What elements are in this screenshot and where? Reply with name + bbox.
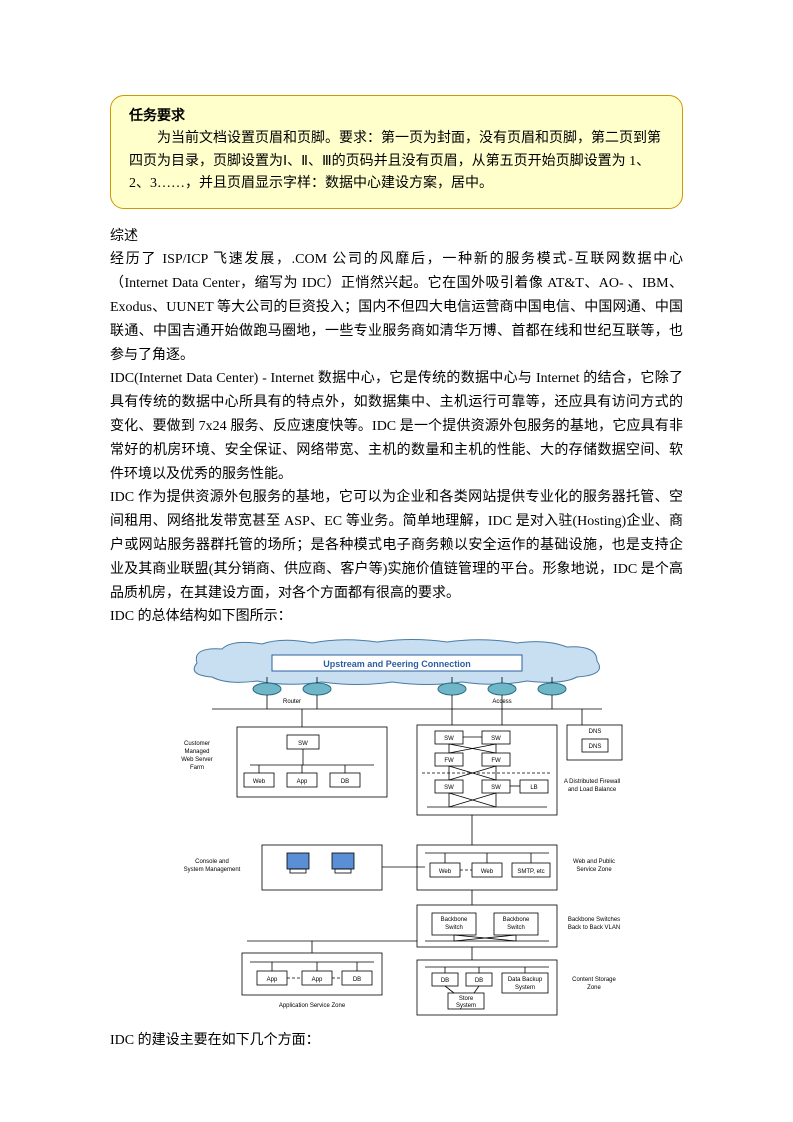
svg-text:System: System [455,1003,475,1009]
dns-block: DNS DNS [567,725,622,760]
storage-label: Content Storage [572,977,616,983]
svg-text:DNS: DNS [588,729,601,735]
svg-text:Data Backup: Data Backup [507,977,542,983]
svg-text:Backbone: Backbone [502,917,529,923]
task-callout: 任务要求 为当前文档设置页眉和页脚。要求：第一页为封面，没有页眉和页脚，第二页到… [110,95,683,209]
customer-farm-block: SW Web App DB Customer Managed Web Serve… [181,727,387,797]
svg-text:System: System [514,985,534,991]
bb-label: Backbone Switches [567,917,619,923]
paragraph-5: IDC 的建设主要在如下几个方面： [110,1029,683,1053]
svg-text:DNS: DNS [588,744,601,750]
svg-text:DB: DB [352,977,360,983]
storage-label2: Zone [587,985,601,991]
callout-title: 任务要求 [129,106,664,128]
bb-label2: Back to Back VLAN [567,925,619,931]
svg-text:App: App [266,977,277,983]
paragraph-4: IDC 的总体结构如下图所示： [110,605,683,629]
svg-text:Router: Router [282,699,300,705]
storage-block: DB DB Data BackupSystem StoreSystem [417,960,557,1015]
web-zone-block: Web Web SMTP, etc [417,815,557,905]
svg-text:LB: LB [530,785,537,791]
fw-lb-block: SW SW FW FW SW SW LB [417,725,557,815]
svg-text:SW: SW [298,741,308,747]
paragraph-3: IDC 作为提供资源外包服务的基地，它可以为企业和各类网站提供专业化的服务器托管… [110,486,683,605]
idc-architecture-diagram: Upstream and Peering Connection Router A… [142,635,652,1025]
svg-text:FW: FW [491,758,501,764]
app-service-block: App App DB Application Service Zone [242,953,382,1009]
svg-text:SW: SW [491,736,501,742]
svg-text:SW: SW [491,785,501,791]
svg-text:DB: DB [440,978,448,984]
svg-text:DB: DB [474,978,482,984]
svg-text:Application Service Zone: Application Service Zone [278,1003,345,1009]
svg-text:Switch: Switch [507,925,525,931]
svg-text:Managed: Managed [184,749,209,755]
web-zone-label: Web and Public [573,859,615,865]
callout-body: 为当前文档设置页眉和页脚。要求：第一页为封面，没有页眉和页脚，第二页到第四页为目… [129,128,664,195]
svg-text:FW: FW [444,758,454,764]
svg-text:SW: SW [444,785,454,791]
backbone-block: Backbone Switch Backbone Switch [417,905,557,960]
svg-text:System Management: System Management [183,867,240,873]
fw-lb-label: A Distributed Firewall [563,779,619,785]
fw-lb-label2: and Load Balance [567,787,616,793]
svg-text:App: App [296,779,307,785]
svg-text:DB: DB [340,779,348,785]
svg-text:SW: SW [444,736,454,742]
svg-text:Web Server: Web Server [181,757,213,763]
svg-text:Switch: Switch [445,925,463,931]
svg-text:Customer: Customer [183,741,209,747]
section-heading: 综述 [110,225,683,249]
console-block: Console and System Management [183,845,381,890]
svg-text:Web: Web [252,779,265,785]
svg-text:Console and: Console and [195,859,229,865]
svg-text:Web: Web [438,869,451,875]
svg-text:Farm: Farm [190,765,204,771]
svg-text:SMTP, etc: SMTP, etc [517,869,544,875]
banner-text: Upstream and Peering Connection [323,659,471,669]
svg-text:Web: Web [480,869,493,875]
svg-text:Store: Store [458,996,473,1002]
paragraph-1: 经历了 ISP/ICP 飞速发展，.COM 公司的风靡后，一种新的服务模式-互联… [110,248,683,367]
svg-text:App: App [311,977,322,983]
svg-text:Backbone: Backbone [440,917,467,923]
web-zone-label2: Service Zone [576,867,612,873]
paragraph-2: IDC(Internet Data Center) - Internet 数据中… [110,367,683,486]
